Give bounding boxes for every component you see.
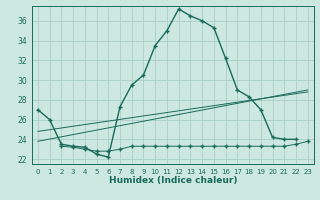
- X-axis label: Humidex (Indice chaleur): Humidex (Indice chaleur): [108, 176, 237, 185]
